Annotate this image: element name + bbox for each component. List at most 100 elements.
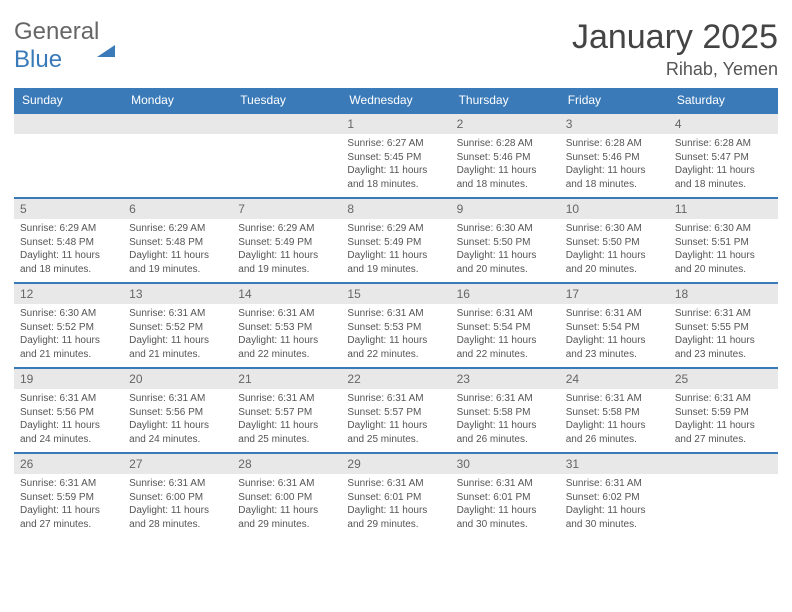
day-detail-line: Sunrise: 6:31 AM [675,392,772,406]
day-number [669,454,778,474]
day-details: Sunrise: 6:31 AMSunset: 6:02 PMDaylight:… [560,474,669,537]
day-detail-line: and 20 minutes. [675,263,772,277]
day-details: Sunrise: 6:31 AMSunset: 5:58 PMDaylight:… [560,389,669,452]
day-detail-line: Sunset: 5:54 PM [566,321,663,335]
day-detail-line: and 23 minutes. [675,348,772,362]
day-detail-line: and 20 minutes. [457,263,554,277]
day-detail-line: Daylight: 11 hours [20,334,117,348]
day-number: 4 [669,114,778,134]
day-detail-line: and 18 minutes. [20,263,117,277]
day-detail-line: Daylight: 11 hours [675,249,772,263]
day-header: Sunday [14,88,123,113]
day-detail-line: Sunrise: 6:29 AM [238,222,335,236]
day-detail-line: Sunrise: 6:31 AM [129,307,226,321]
day-detail-line: Sunrise: 6:31 AM [675,307,772,321]
day-detail-line: Daylight: 11 hours [566,249,663,263]
day-detail-line: Daylight: 11 hours [20,419,117,433]
day-number [123,114,232,134]
day-detail-line: Sunset: 5:52 PM [129,321,226,335]
day-detail-line: and 18 minutes. [347,178,444,192]
day-detail-line: Daylight: 11 hours [675,334,772,348]
day-detail-line: and 25 minutes. [238,433,335,447]
day-detail-line: Sunrise: 6:28 AM [675,137,772,151]
day-detail-line: Sunset: 5:46 PM [566,151,663,165]
calendar-day-cell: 23Sunrise: 6:31 AMSunset: 5:58 PMDayligh… [451,368,560,453]
day-detail-line: Sunset: 5:59 PM [20,491,117,505]
day-detail-line: Sunrise: 6:31 AM [238,477,335,491]
day-detail-line: and 27 minutes. [675,433,772,447]
day-details: Sunrise: 6:29 AMSunset: 5:48 PMDaylight:… [14,219,123,282]
day-detail-line: Sunset: 6:01 PM [457,491,554,505]
calendar-day-cell: 27Sunrise: 6:31 AMSunset: 6:00 PMDayligh… [123,453,232,537]
day-detail-line: and 28 minutes. [129,518,226,532]
day-details: Sunrise: 6:29 AMSunset: 5:49 PMDaylight:… [232,219,341,282]
day-number: 3 [560,114,669,134]
calendar-day-cell [123,113,232,198]
day-detail-line: Sunrise: 6:31 AM [238,392,335,406]
day-detail-line: Sunrise: 6:31 AM [566,307,663,321]
day-details [14,134,123,190]
calendar-week-row: 5Sunrise: 6:29 AMSunset: 5:48 PMDaylight… [14,198,778,283]
calendar-day-cell: 25Sunrise: 6:31 AMSunset: 5:59 PMDayligh… [669,368,778,453]
day-detail-line: Daylight: 11 hours [675,419,772,433]
logo-sail-icon [97,18,115,57]
day-detail-line: Sunset: 5:48 PM [20,236,117,250]
day-detail-line: Sunrise: 6:30 AM [566,222,663,236]
day-detail-line: Daylight: 11 hours [347,249,444,263]
calendar-day-cell [14,113,123,198]
logo-word-2: Blue [14,46,62,73]
day-number: 12 [14,284,123,304]
day-details: Sunrise: 6:31 AMSunset: 5:53 PMDaylight:… [232,304,341,367]
calendar-day-cell [669,453,778,537]
day-detail-line: Daylight: 11 hours [129,419,226,433]
day-number: 29 [341,454,450,474]
day-detail-line: Sunset: 6:01 PM [347,491,444,505]
day-detail-line: Sunset: 5:59 PM [675,406,772,420]
calendar-day-cell: 29Sunrise: 6:31 AMSunset: 6:01 PMDayligh… [341,453,450,537]
day-detail-line: Sunset: 5:53 PM [238,321,335,335]
day-detail-line: Daylight: 11 hours [20,249,117,263]
calendar-day-cell: 7Sunrise: 6:29 AMSunset: 5:49 PMDaylight… [232,198,341,283]
day-details [232,134,341,190]
day-detail-line: Sunset: 5:48 PM [129,236,226,250]
calendar-day-cell: 13Sunrise: 6:31 AMSunset: 5:52 PMDayligh… [123,283,232,368]
day-detail-line: and 29 minutes. [238,518,335,532]
day-details: Sunrise: 6:31 AMSunset: 5:59 PMDaylight:… [669,389,778,452]
day-detail-line: Daylight: 11 hours [566,334,663,348]
calendar-day-cell: 24Sunrise: 6:31 AMSunset: 5:58 PMDayligh… [560,368,669,453]
calendar-day-cell: 18Sunrise: 6:31 AMSunset: 5:55 PMDayligh… [669,283,778,368]
day-number: 7 [232,199,341,219]
location-subtitle: Rihab, Yemen [572,59,778,80]
day-header: Monday [123,88,232,113]
day-detail-line: Daylight: 11 hours [129,249,226,263]
day-detail-line: Sunset: 5:46 PM [457,151,554,165]
day-detail-line: Sunset: 5:45 PM [347,151,444,165]
day-number: 16 [451,284,560,304]
day-number: 19 [14,369,123,389]
calendar-day-cell [232,113,341,198]
day-details: Sunrise: 6:31 AMSunset: 5:55 PMDaylight:… [669,304,778,367]
calendar-day-cell: 21Sunrise: 6:31 AMSunset: 5:57 PMDayligh… [232,368,341,453]
day-detail-line: and 20 minutes. [566,263,663,277]
day-detail-line: Daylight: 11 hours [457,334,554,348]
day-detail-line: Sunset: 5:52 PM [20,321,117,335]
day-detail-line: Daylight: 11 hours [129,504,226,518]
calendar-week-row: 26Sunrise: 6:31 AMSunset: 5:59 PMDayligh… [14,453,778,537]
day-number: 17 [560,284,669,304]
day-detail-line: Sunrise: 6:31 AM [457,307,554,321]
day-detail-line: Sunrise: 6:29 AM [20,222,117,236]
day-number: 2 [451,114,560,134]
day-details: Sunrise: 6:31 AMSunset: 5:52 PMDaylight:… [123,304,232,367]
day-details: Sunrise: 6:31 AMSunset: 5:57 PMDaylight:… [232,389,341,452]
day-detail-line: Daylight: 11 hours [238,504,335,518]
day-header: Friday [560,88,669,113]
day-detail-line: and 22 minutes. [347,348,444,362]
day-details: Sunrise: 6:31 AMSunset: 6:00 PMDaylight:… [123,474,232,537]
day-detail-line: Daylight: 11 hours [457,419,554,433]
day-detail-line: Sunrise: 6:28 AM [566,137,663,151]
day-detail-line: Sunrise: 6:30 AM [675,222,772,236]
day-number: 10 [560,199,669,219]
calendar-day-cell: 19Sunrise: 6:31 AMSunset: 5:56 PMDayligh… [14,368,123,453]
calendar-day-cell: 14Sunrise: 6:31 AMSunset: 5:53 PMDayligh… [232,283,341,368]
day-detail-line: Sunset: 5:57 PM [347,406,444,420]
